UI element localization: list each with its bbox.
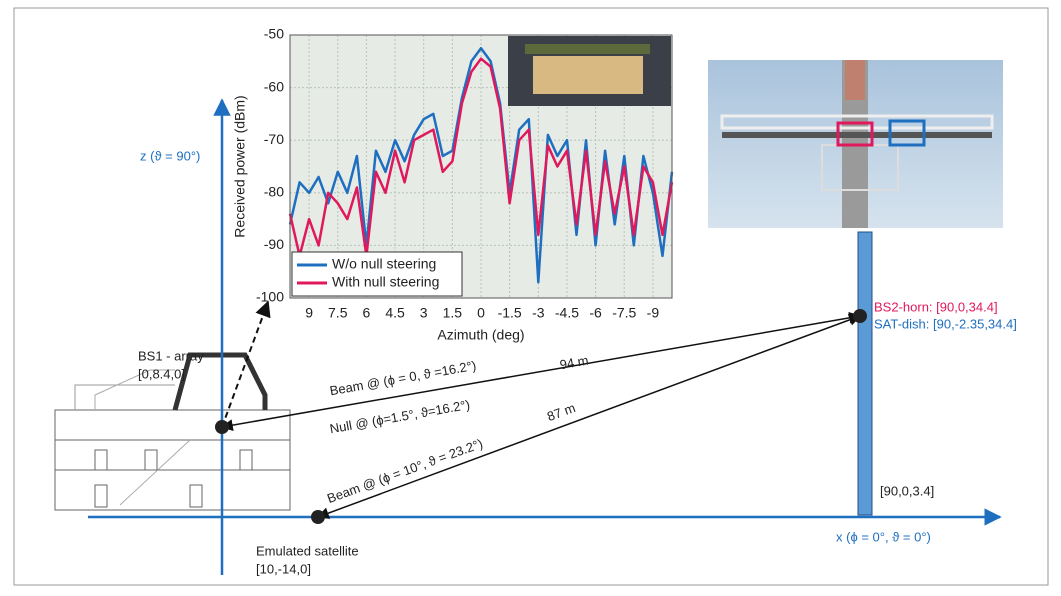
tower bbox=[857, 231, 873, 516]
legend-label: With null steering bbox=[332, 274, 439, 290]
x-axis-label: x (ϕ = 0°, ϑ = 0°) bbox=[836, 529, 931, 544]
x-tick-label: 3 bbox=[420, 305, 428, 321]
sat-dish: SAT-dish: [90,-2.35,34.4] bbox=[874, 316, 1017, 331]
tower-base-label: [90,0,3.4] bbox=[880, 483, 934, 498]
beam1-distance: 94 m bbox=[559, 353, 590, 373]
bs1-node bbox=[215, 420, 229, 434]
null-label: Null @ (ϕ=1.5°, ϑ=16.2°) bbox=[329, 397, 471, 436]
satellite-name: Emulated satellite bbox=[256, 543, 359, 558]
beam-link bbox=[220, 311, 862, 432]
x-axis-title: Azimuth (deg) bbox=[437, 327, 524, 343]
tower-photo bbox=[708, 60, 1003, 228]
x-tick-label: -7.5 bbox=[612, 305, 636, 321]
y-tick-label: -90 bbox=[264, 236, 284, 252]
frame bbox=[13, 7, 1049, 586]
bs1-name: BS1 - array bbox=[138, 348, 204, 363]
x-tick-label: 0 bbox=[477, 305, 485, 321]
x-tick-label: -6 bbox=[589, 305, 602, 321]
x-tick-label: -3 bbox=[532, 305, 545, 321]
legend-box bbox=[291, 251, 463, 297]
y-tick-label: -50 bbox=[264, 26, 284, 42]
beam1-label: Beam @ (ϕ = 0, ϑ =16.2°) bbox=[329, 358, 478, 399]
y-tick-label: -80 bbox=[264, 184, 284, 200]
legend-label: W/o null steering bbox=[332, 256, 436, 272]
beam2-distance: 87 m bbox=[545, 400, 577, 424]
series-line bbox=[288, 57, 674, 258]
z-axis-label: z (ϑ = 90°) bbox=[140, 148, 200, 163]
array-photo bbox=[508, 36, 671, 106]
beam2-label: Beam @ (ϕ = 10°, ϑ = 23.2°) bbox=[325, 436, 485, 506]
satellite-pos: [10,-14,0] bbox=[256, 561, 311, 576]
satellite-link bbox=[316, 314, 862, 519]
x-tick-label: -4.5 bbox=[555, 305, 579, 321]
satellite-node bbox=[311, 510, 325, 524]
bs2-horn: BS2-horn: [90,0,34.4] bbox=[874, 299, 998, 314]
x-tick-label: 6 bbox=[363, 305, 371, 321]
x-tick-label: -1.5 bbox=[498, 305, 522, 321]
y-axis-title: Received power (dBm) bbox=[232, 95, 248, 237]
pattern-pointer bbox=[221, 300, 271, 428]
y-tick-label: -100 bbox=[256, 289, 284, 305]
x-tick-label: 7.5 bbox=[328, 305, 348, 321]
axes-border bbox=[289, 34, 673, 299]
x-tick-label: 4.5 bbox=[385, 305, 405, 321]
x-tick-label: 9 bbox=[305, 305, 313, 321]
x-tick-label: 1.5 bbox=[443, 305, 463, 321]
legend: W/o null steering With null steering bbox=[291, 251, 463, 297]
bs2-node bbox=[853, 309, 867, 323]
y-tick-label: -70 bbox=[264, 131, 284, 147]
bs1-pos: [0,8.4,0] bbox=[138, 366, 185, 381]
x-tick-label: -9 bbox=[647, 305, 660, 321]
y-tick-label: -60 bbox=[264, 78, 284, 94]
